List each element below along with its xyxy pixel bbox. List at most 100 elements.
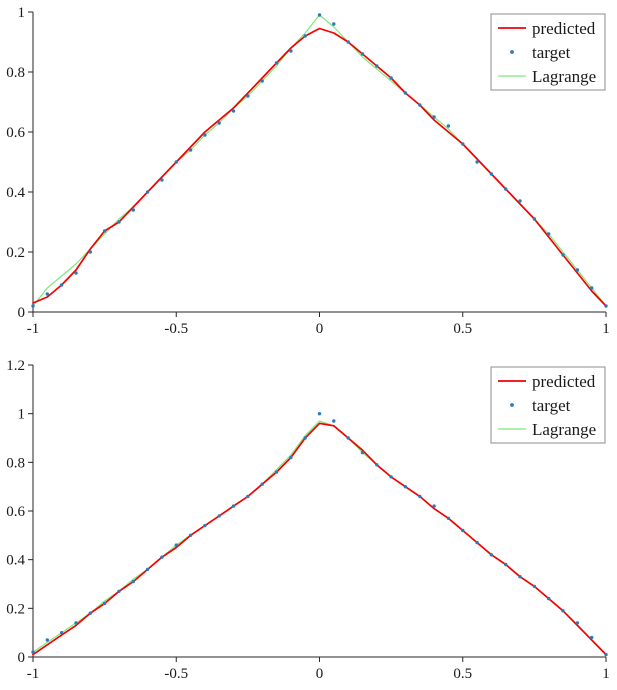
target-point (461, 528, 465, 533)
target-point (346, 436, 350, 440)
target-point (446, 124, 451, 128)
y-tick-label: 0.8 (6, 65, 25, 81)
y-tick-label: 0.2 (6, 245, 25, 261)
y-tick-label: 0.6 (6, 125, 25, 141)
target-point (518, 199, 522, 203)
target-point (317, 13, 322, 17)
y-tick-label: 0.6 (6, 504, 25, 520)
legend-entry-lagrange: Lagrange (498, 420, 596, 439)
target-point (117, 220, 121, 224)
x-tick-label: 0 (316, 666, 324, 682)
y-tick-label: 0 (18, 305, 26, 321)
y-tick-label: 1.2 (6, 358, 25, 374)
target-point (575, 268, 580, 272)
target-point (117, 589, 121, 593)
target-point (360, 52, 365, 56)
x-tick-label: -0.5 (164, 666, 188, 682)
y-tick-label: 0 (18, 650, 26, 666)
target-point (518, 575, 522, 579)
target-point (575, 621, 580, 625)
x-tick-label: -0.5 (164, 321, 188, 337)
target-point (532, 584, 537, 589)
target-point (332, 419, 336, 423)
target-point (590, 635, 594, 640)
target-point (547, 232, 551, 236)
target-point (432, 115, 436, 119)
target-point (475, 540, 479, 545)
target-point (504, 187, 508, 191)
target-point (360, 450, 365, 455)
target-point (59, 631, 64, 635)
target-point (403, 485, 408, 489)
x-tick-label: 1 (602, 666, 610, 682)
target-point (131, 208, 135, 212)
chart-bottom: -1 -0.5 0 0.5 1 0 0.2 0.4 0.6 0.8 1 1.2 predicted tar… (6, 358, 610, 682)
target-point (432, 504, 436, 508)
target-point (489, 553, 494, 557)
target-point (418, 494, 422, 499)
legend-label-lagrange: Lagrange (532, 67, 596, 86)
legend-label-target: target (532, 396, 571, 415)
target-point (145, 567, 150, 572)
target-point (246, 94, 250, 98)
target-point (375, 463, 379, 467)
x-tick-label: -1 (27, 666, 40, 682)
target-point (289, 49, 293, 53)
legend-box (490, 13, 606, 91)
legend: predicted target Lagrange (490, 13, 606, 91)
target-point (289, 455, 293, 460)
legend-sample-target-marker (510, 403, 514, 407)
target-point (174, 160, 178, 164)
target-point (303, 436, 307, 440)
target-point (31, 650, 35, 654)
target-point (88, 611, 93, 615)
target-point (160, 555, 164, 559)
target-point (74, 621, 78, 625)
target-point (461, 142, 465, 146)
legend-sample-target-marker (510, 50, 514, 54)
target-point (418, 103, 422, 107)
legend-label-target: target (532, 43, 571, 62)
target-point (174, 543, 178, 547)
target-point (303, 34, 307, 38)
target-point (504, 562, 508, 567)
target-point (102, 229, 107, 233)
legend-entry-target: target (510, 43, 571, 62)
legend-label-predicted: predicted (532, 19, 596, 38)
target-point (346, 40, 350, 44)
target-point (203, 133, 207, 137)
lagrange-line (32, 420, 607, 656)
y-tick-label: 0.8 (6, 455, 25, 471)
target-point (274, 470, 279, 474)
legend-entry-target: target (510, 396, 571, 415)
target-point (231, 504, 236, 508)
target-point (160, 178, 164, 182)
y-tick-label: 0.4 (6, 185, 25, 201)
legend-entry-predicted: predicted (498, 372, 596, 391)
target-point (604, 304, 608, 308)
predicted-line (32, 27, 607, 307)
x-tick-label: 0.5 (453, 321, 472, 337)
predicted-line (32, 422, 607, 656)
x-tick-label: 0.5 (453, 666, 472, 682)
legend-label-predicted: predicted (532, 372, 596, 391)
y-tick-label: 0.2 (6, 601, 25, 617)
x-tick-label: 1 (602, 321, 610, 337)
y-tick-label: 1 (18, 407, 26, 423)
target-point (260, 482, 264, 486)
legend-label-lagrange: Lagrange (532, 420, 596, 439)
target-point (217, 121, 221, 125)
x-tick-label: 0 (316, 321, 324, 337)
target-point (31, 304, 35, 308)
target-point (188, 148, 193, 152)
target-point (532, 217, 537, 221)
target-point (332, 22, 336, 26)
target-point (561, 253, 565, 257)
target-point (274, 61, 279, 65)
target-point (131, 579, 135, 584)
chart-top: -1 -0.5 0 0.5 1 0 0.2 0.4 0.6 0.8 1 predicted target… (6, 5, 610, 337)
y-tick-label: 0.4 (6, 553, 25, 569)
target-point (547, 596, 551, 601)
target-point (145, 190, 150, 194)
target-point (45, 292, 49, 296)
